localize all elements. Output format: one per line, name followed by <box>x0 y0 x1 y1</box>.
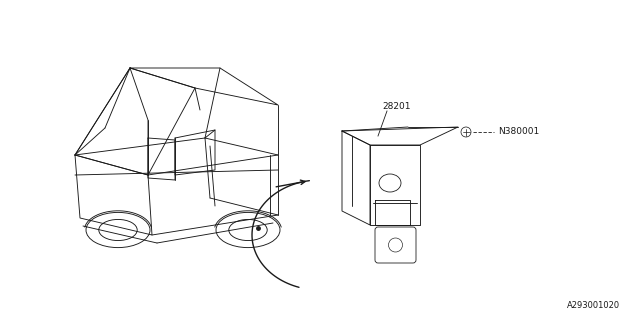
Text: N380001: N380001 <box>498 127 540 137</box>
Text: A293001020: A293001020 <box>567 301 620 310</box>
Text: 28201: 28201 <box>382 102 410 111</box>
